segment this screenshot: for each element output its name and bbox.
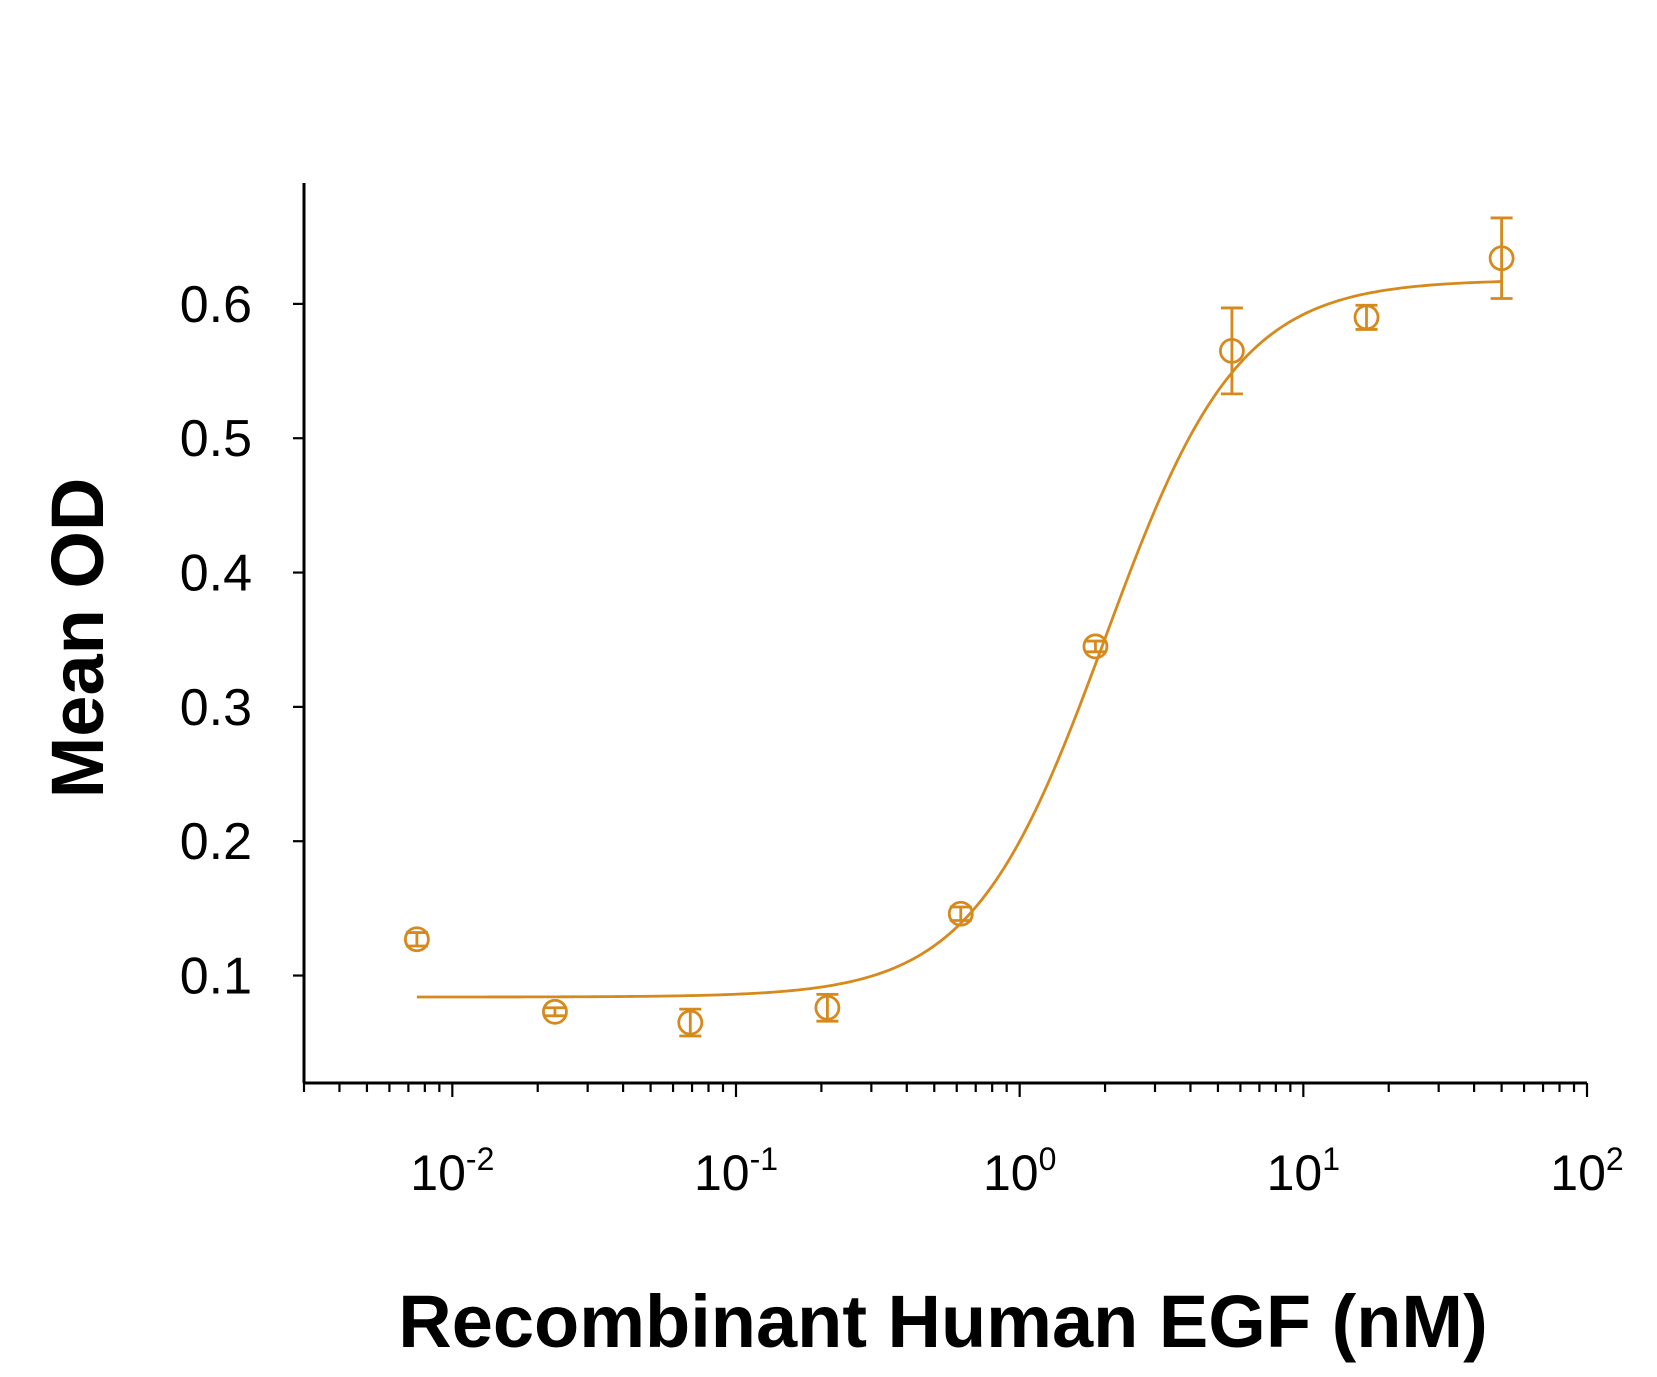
y-tick-label: 0.2 bbox=[180, 813, 252, 871]
data-point bbox=[814, 992, 841, 1023]
x-tick-label: 102 bbox=[1550, 1141, 1623, 1201]
data-point bbox=[677, 1007, 704, 1038]
x-axis-title: Recombinant Human EGF (nM) bbox=[398, 1280, 1487, 1363]
data-point bbox=[542, 998, 568, 1025]
y-tick-label: 0.3 bbox=[180, 679, 252, 737]
point-marker bbox=[1218, 338, 1245, 364]
x-tick-label: 101 bbox=[1267, 1141, 1340, 1201]
y-tick-label: 0.5 bbox=[180, 410, 252, 468]
y-axis-title: Mean OD bbox=[36, 478, 119, 799]
y-ticks: 0.1 0.2 0.3 0.4 0.5 0.6 bbox=[180, 276, 304, 1006]
point-marker bbox=[677, 1009, 704, 1036]
y-tick-label: 0.6 bbox=[180, 276, 252, 334]
fit-curve-group bbox=[416, 280, 1502, 999]
point-marker bbox=[403, 926, 430, 953]
y-tick-label: 0.4 bbox=[180, 545, 252, 603]
axes bbox=[302, 183, 1587, 1085]
data-point bbox=[1488, 216, 1515, 300]
point-marker bbox=[542, 998, 568, 1025]
data-point bbox=[1082, 633, 1109, 660]
x-ticks: 10-2 10-1 100 101 102 bbox=[302, 1083, 1624, 1201]
point-marker bbox=[1353, 304, 1380, 331]
data-point bbox=[1353, 303, 1380, 331]
data-points bbox=[403, 216, 1515, 1038]
data-point bbox=[947, 900, 974, 927]
data-point bbox=[403, 926, 430, 953]
data-point bbox=[1218, 306, 1245, 396]
x-tick-label: 100 bbox=[983, 1141, 1056, 1201]
point-marker bbox=[814, 994, 841, 1021]
y-tick-label: 0.1 bbox=[180, 948, 252, 1006]
point-marker bbox=[1082, 633, 1109, 660]
x-tick-label: 10-2 bbox=[410, 1141, 494, 1201]
point-marker bbox=[947, 900, 974, 927]
fit-curve bbox=[416, 280, 1502, 999]
point-marker bbox=[1488, 245, 1515, 272]
x-tick-label: 10-1 bbox=[694, 1141, 778, 1201]
